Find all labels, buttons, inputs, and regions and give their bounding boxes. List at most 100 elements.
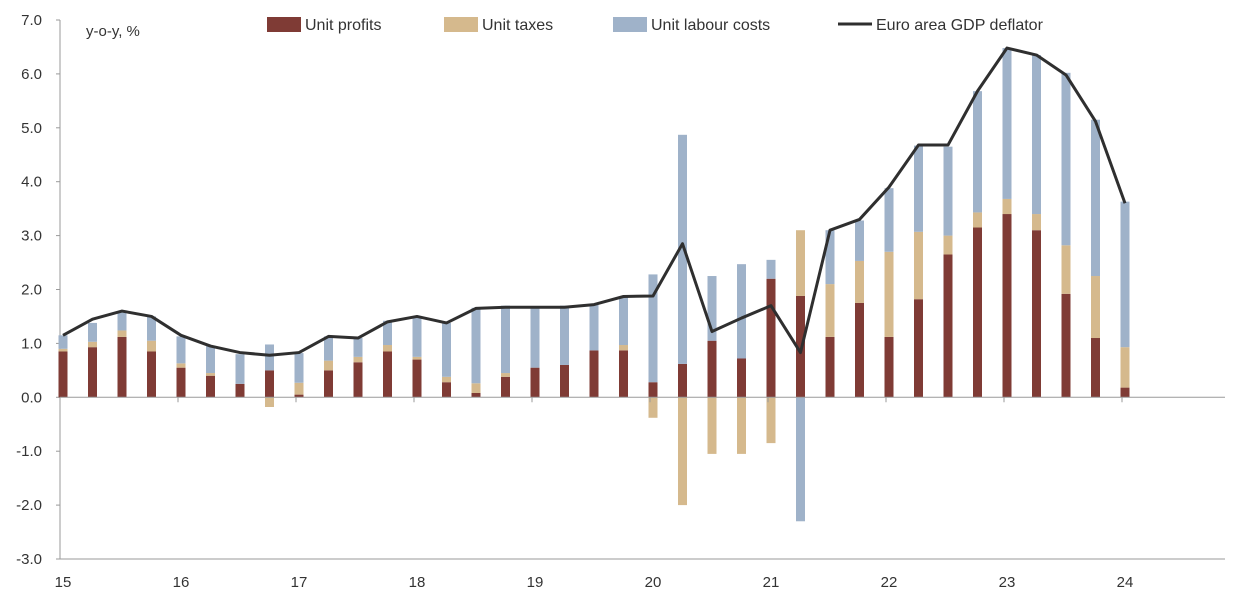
- bar-unit-taxes: [737, 397, 746, 454]
- bar-unit-labour-costs: [560, 305, 569, 365]
- bar-unit-taxes: [383, 345, 392, 352]
- bar-unit-profits: [737, 358, 746, 398]
- x-tick-label: 15: [55, 574, 72, 591]
- x-tick-label: 21: [763, 574, 780, 591]
- bar-unit-profits: [58, 351, 68, 398]
- bar-unit-labour-costs: [1061, 72, 1071, 246]
- unit-label: y-o-y, %: [86, 23, 140, 40]
- line-euro-area-gdp-deflator: [62, 46, 1127, 357]
- bar-unit-taxes: [324, 360, 333, 371]
- bar-unit-taxes: [206, 373, 215, 376]
- bar-unit-labour-costs: [943, 146, 953, 236]
- bar-unit-taxes: [943, 235, 953, 255]
- x-tick-label: 19: [527, 574, 544, 591]
- bar-unit-labour-costs: [678, 134, 687, 364]
- bar-unit-labour-costs: [796, 397, 805, 522]
- bar-unit-profits: [619, 350, 628, 398]
- bar-unit-profits: [973, 227, 982, 398]
- bar-unit-taxes: [147, 340, 156, 352]
- y-tick-label: 4.0: [21, 174, 42, 191]
- bar-unit-labour-costs: [589, 304, 599, 351]
- bar-unit-taxes: [176, 363, 186, 368]
- bar-unit-labour-costs: [766, 259, 776, 279]
- bar-unit-profits: [1120, 387, 1130, 398]
- bar-unit-profits: [147, 351, 156, 398]
- bar-unit-taxes: [501, 373, 510, 377]
- bar-unit-taxes: [1091, 276, 1100, 339]
- bar-unit-taxes: [1061, 245, 1071, 294]
- bar-unit-profits: [530, 367, 540, 398]
- bar-unit-profits: [501, 376, 510, 398]
- bar-unit-profits: [943, 254, 953, 398]
- bar-unit-profits: [117, 336, 127, 398]
- y-tick-label: 7.0: [21, 12, 42, 29]
- bar-unit-labour-costs: [501, 305, 510, 374]
- bar-unit-taxes: [1120, 347, 1130, 388]
- bar-unit-profits: [235, 383, 245, 398]
- bar-unit-labour-costs: [294, 353, 304, 383]
- bars: [58, 48, 1130, 522]
- bar-unit-labour-costs: [973, 91, 982, 213]
- bar-unit-profits: [884, 336, 894, 398]
- bar-unit-profits: [324, 370, 333, 398]
- bar-unit-taxes: [1002, 198, 1012, 215]
- bar-unit-labour-costs: [619, 296, 628, 346]
- y-tick-label: 3.0: [21, 228, 42, 245]
- bar-unit-taxes: [442, 376, 451, 383]
- bar-unit-profits: [1061, 293, 1071, 398]
- bar-unit-taxes: [265, 397, 274, 408]
- bar-unit-taxes: [294, 382, 304, 395]
- bar-unit-labour-costs: [206, 346, 215, 374]
- bar-unit-taxes: [766, 397, 776, 444]
- bar-unit-taxes: [678, 397, 687, 506]
- bar-unit-labour-costs: [383, 320, 392, 346]
- bar-unit-taxes: [1032, 214, 1041, 231]
- bar-unit-taxes: [914, 231, 923, 300]
- x-tick-label: 18: [409, 574, 426, 591]
- bar-unit-labour-costs: [176, 336, 186, 364]
- y-tick-label: -1.0: [16, 443, 42, 460]
- legend-swatch-unit-labour-costs: [613, 17, 647, 32]
- y-tick-label: 6.0: [21, 66, 42, 83]
- bar-unit-labour-costs: [737, 264, 746, 359]
- bar-unit-profits: [294, 394, 304, 398]
- bar-unit-profits: [353, 362, 363, 398]
- bar-unit-labour-costs: [265, 344, 274, 371]
- bar-unit-taxes: [117, 330, 127, 337]
- bar-unit-labour-costs: [1002, 48, 1012, 199]
- bar-unit-profits: [589, 350, 599, 398]
- bar-unit-profits: [1091, 338, 1100, 398]
- bar-unit-taxes: [619, 345, 628, 351]
- legend-label-unit-labour-costs: Unit labour costs: [651, 17, 770, 34]
- bar-unit-profits: [855, 302, 864, 398]
- bar-unit-labour-costs: [324, 336, 333, 361]
- bar-unit-labour-costs: [1091, 119, 1100, 277]
- x-tick-label: 24: [1117, 574, 1134, 591]
- bar-unit-profits: [206, 375, 215, 398]
- y-tick-label: 1.0: [21, 335, 42, 352]
- bar-unit-taxes: [973, 212, 982, 228]
- bar-unit-labour-costs: [855, 220, 864, 261]
- bar-unit-labour-costs: [471, 307, 481, 384]
- bar-unit-labour-costs: [884, 188, 894, 252]
- bar-unit-taxes: [648, 397, 658, 418]
- bar-unit-taxes: [884, 251, 894, 337]
- bar-unit-profits: [265, 370, 274, 398]
- bar-unit-taxes: [825, 284, 835, 337]
- y-tick-label: 2.0: [21, 282, 42, 299]
- bar-unit-labour-costs: [442, 322, 451, 377]
- bar-unit-taxes: [412, 356, 422, 360]
- bar-unit-labour-costs: [1120, 201, 1130, 348]
- bar-unit-labour-costs: [117, 311, 127, 331]
- y-tick-label: -2.0: [16, 497, 42, 514]
- x-axis: 15 16 17 18 19 20 21 22 23 24: [55, 396, 1225, 591]
- legend-swatch-unit-taxes: [444, 17, 478, 32]
- bar-unit-profits: [825, 336, 835, 398]
- legend: Unit profits Unit taxes Unit labour cost…: [267, 17, 1044, 34]
- x-tick-label: 20: [645, 574, 662, 591]
- bar-unit-labour-costs: [147, 316, 156, 341]
- bar-unit-labour-costs: [530, 307, 540, 368]
- bar-unit-labour-costs: [353, 338, 363, 357]
- deflator-line-layer: [62, 46, 1127, 357]
